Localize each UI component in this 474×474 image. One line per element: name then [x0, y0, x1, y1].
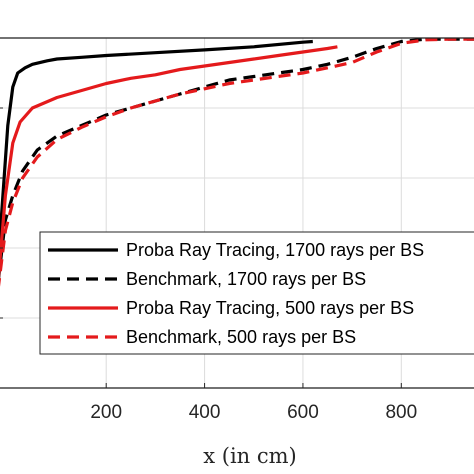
legend-label-4: Benchmark, 500 rays per BS — [126, 327, 356, 347]
series-line-3 — [0, 45, 338, 279]
legend: Proba Ray Tracing, 1700 rays per BS Bench… — [39, 231, 474, 355]
plot-frame — [0, 37, 474, 389]
series-lines — [0, 37, 474, 287]
series-line-1 — [0, 39, 313, 260]
legend-label-3: Proba Ray Tracing, 500 rays per BS — [126, 298, 414, 318]
x-axis-label: x (in cm) — [203, 444, 297, 468]
tick-labels: 200 400 600 800 — [0, 37, 417, 423]
x-tick-label: 600 — [287, 402, 319, 423]
x-tick-label: 400 — [189, 402, 221, 423]
x-tick-label: 800 — [385, 402, 417, 423]
legend-box — [39, 231, 474, 355]
legend-label-2: Benchmark, 1700 rays per BS — [126, 269, 366, 289]
legend-label-1: Proba Ray Tracing, 1700 rays per BS — [126, 240, 424, 260]
axes — [0, 37, 474, 389]
series-line-4 — [0, 37, 474, 287]
x-tick-label: 200 — [90, 402, 122, 423]
